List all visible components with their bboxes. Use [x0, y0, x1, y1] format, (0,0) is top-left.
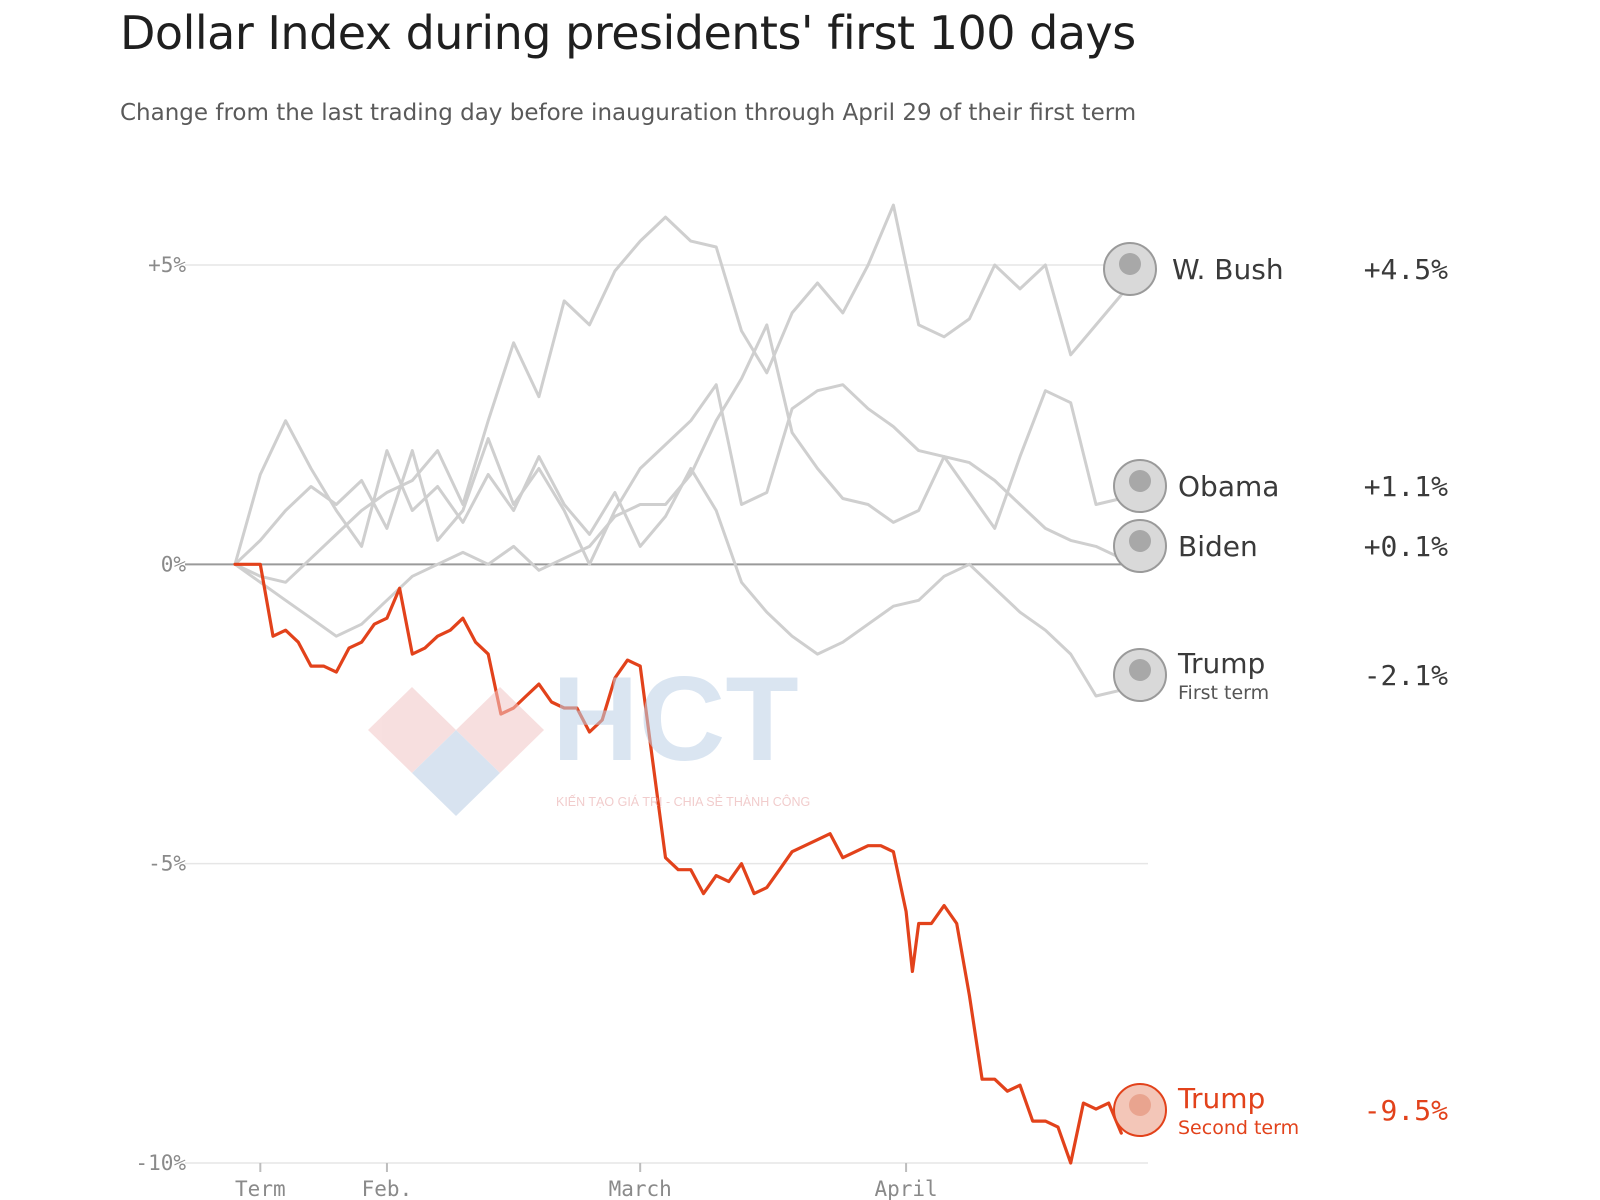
series-value-label: +4.5%: [1364, 253, 1448, 286]
series-sub-label: First term: [1178, 682, 1269, 704]
series-sub-label: Second term: [1178, 1117, 1299, 1139]
series-line: [233, 562, 1123, 1165]
watermark-tagline: KIẾN TẠO GIÁ TRỊ - CHIA SẺ THÀNH CÔNG: [556, 794, 810, 809]
series-line: [233, 383, 1123, 566]
x-tick-label: Feb.: [362, 1177, 413, 1200]
series-label-group: W. Bush +4.5%: [1103, 242, 1448, 296]
series-line: [233, 203, 1123, 584]
portrait-head-icon: [1129, 470, 1151, 492]
y-tick-label: -10%: [135, 1151, 186, 1175]
series-name-label: W. Bush: [1172, 253, 1284, 286]
series-label-group: Obama +1.1%: [1113, 459, 1448, 513]
series-value-label: +0.1%: [1364, 530, 1448, 563]
series-name-label: Trump: [1177, 1082, 1265, 1115]
portrait-head-icon: [1129, 659, 1151, 681]
series-name-label: Obama: [1178, 470, 1279, 503]
y-tick-label: 0%: [161, 552, 187, 576]
x-tick-label: March: [609, 1177, 672, 1200]
portrait-head-icon: [1129, 1094, 1151, 1116]
y-axis-ticks: +5% 0% -5% -10%: [135, 253, 186, 1175]
portrait-head-icon: [1129, 530, 1151, 552]
series-label-group: Biden +0.1%: [1113, 519, 1448, 573]
x-tick-label: April: [874, 1177, 937, 1200]
series-value-label: +1.1%: [1364, 470, 1448, 503]
chart-subtitle: Change from the last trading day before …: [120, 100, 1137, 126]
series-line: [233, 419, 1123, 698]
y-tick-label: -5%: [148, 852, 186, 876]
series-value-label: -9.5%: [1364, 1094, 1448, 1127]
series-name-label: Biden: [1178, 530, 1258, 563]
y-tick-label: +5%: [148, 253, 186, 277]
x-tick-label: Term: [235, 1177, 286, 1200]
chart-title: Dollar Index during presidents' first 10…: [120, 6, 1136, 60]
watermark-logo-bottom: [412, 730, 500, 816]
gridlines: [185, 264, 1148, 1164]
watermark: HCT KIẾN TẠO GIÁ TRỊ - CHIA SẺ THÀNH CÔN…: [368, 652, 810, 816]
series-value-label: -2.1%: [1364, 659, 1448, 692]
series-line: [233, 323, 1123, 638]
series-lines: [233, 203, 1123, 1165]
watermark-brand: HCT: [552, 652, 799, 786]
x-axis-ticks: Term Feb. March April: [235, 1163, 938, 1200]
portrait-head-icon: [1119, 253, 1141, 275]
series-name-label: Trump: [1177, 647, 1265, 680]
series-labels: W. Bush +4.5%Obama +1.1%Biden +0.1%TrumpFir…: [1103, 242, 1448, 1139]
